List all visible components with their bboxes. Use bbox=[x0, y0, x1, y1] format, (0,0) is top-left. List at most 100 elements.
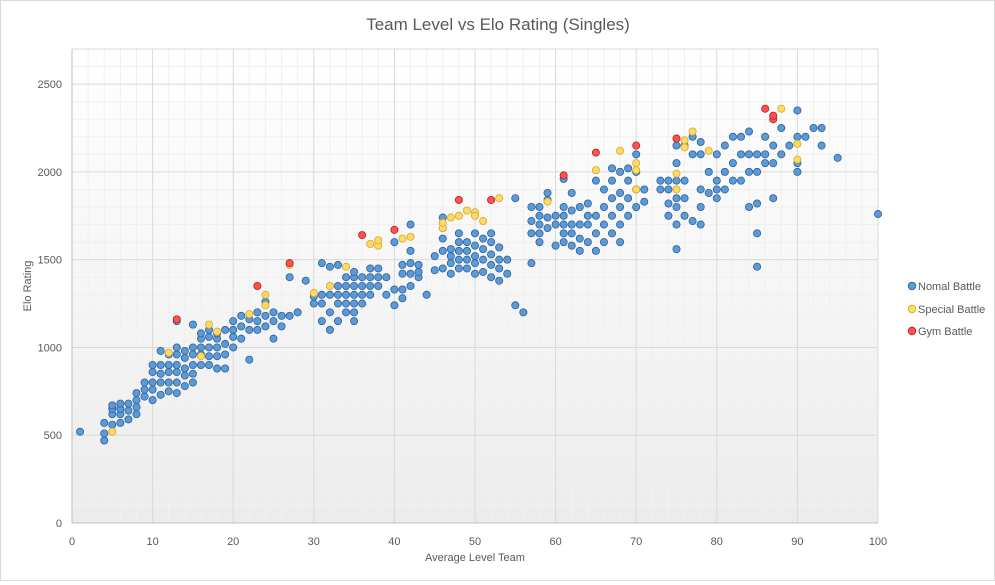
y-axis-title: Elo Rating bbox=[22, 261, 34, 312]
point-nomal-battle bbox=[140, 392, 149, 401]
point-nomal-battle bbox=[559, 220, 568, 229]
point-gym-battle bbox=[172, 315, 181, 324]
point-nomal-battle bbox=[350, 281, 359, 290]
x-tick-label: 0 bbox=[69, 536, 75, 548]
point-special-battle bbox=[680, 143, 689, 152]
point-special-battle bbox=[213, 327, 222, 336]
point-nomal-battle bbox=[350, 299, 359, 308]
point-nomal-battle bbox=[390, 238, 399, 247]
x-tick-label: 40 bbox=[388, 536, 400, 548]
point-nomal-battle bbox=[116, 399, 125, 408]
point-nomal-battle bbox=[664, 199, 673, 208]
point-nomal-battle bbox=[777, 150, 786, 159]
point-nomal-battle bbox=[616, 220, 625, 229]
chart-title: Team Level vs Elo Rating (Singles) bbox=[366, 15, 630, 34]
point-nomal-battle bbox=[245, 355, 254, 364]
point-nomal-battle bbox=[535, 229, 544, 238]
point-nomal-battle bbox=[374, 281, 383, 290]
point-nomal-battle bbox=[680, 211, 689, 220]
point-nomal-battle bbox=[745, 150, 754, 159]
point-nomal-battle bbox=[761, 132, 770, 141]
point-nomal-battle bbox=[535, 238, 544, 247]
point-nomal-battle bbox=[390, 301, 399, 310]
point-nomal-battle bbox=[495, 255, 504, 264]
point-nomal-battle bbox=[462, 264, 471, 273]
point-nomal-battle bbox=[140, 385, 149, 394]
point-nomal-battle bbox=[720, 185, 729, 194]
point-nomal-battle bbox=[406, 246, 415, 255]
legend-marker-special-battle bbox=[907, 304, 917, 314]
point-nomal-battle bbox=[640, 185, 649, 194]
point-special-battle bbox=[470, 211, 479, 220]
point-nomal-battle bbox=[213, 352, 222, 361]
point-nomal-battle bbox=[196, 329, 205, 338]
point-nomal-battle bbox=[624, 194, 633, 203]
point-nomal-battle bbox=[366, 273, 375, 282]
point-nomal-battle bbox=[728, 132, 737, 141]
point-nomal-battle bbox=[624, 164, 633, 173]
point-nomal-battle bbox=[470, 252, 479, 261]
point-nomal-battle bbox=[462, 246, 471, 255]
point-nomal-battle bbox=[608, 164, 617, 173]
point-nomal-battle bbox=[124, 399, 133, 408]
point-nomal-battle bbox=[632, 202, 641, 211]
point-nomal-battle bbox=[793, 167, 802, 176]
point-nomal-battle bbox=[285, 311, 294, 320]
point-special-battle bbox=[688, 127, 697, 136]
point-special-battle bbox=[406, 232, 415, 241]
point-nomal-battle bbox=[317, 259, 326, 268]
point-nomal-battle bbox=[100, 418, 109, 427]
point-nomal-battle bbox=[374, 273, 383, 282]
point-nomal-battle bbox=[124, 406, 133, 415]
point-nomal-battle bbox=[761, 150, 770, 159]
point-nomal-battle bbox=[487, 273, 496, 282]
point-nomal-battle bbox=[390, 285, 399, 294]
point-nomal-battle bbox=[575, 246, 584, 255]
point-nomal-battle bbox=[462, 238, 471, 247]
point-nomal-battle bbox=[833, 153, 842, 162]
point-special-battle bbox=[591, 166, 600, 175]
point-nomal-battle bbox=[470, 269, 479, 278]
point-nomal-battle bbox=[696, 138, 705, 147]
point-nomal-battle bbox=[527, 217, 536, 226]
point-nomal-battle bbox=[753, 262, 762, 271]
point-nomal-battle bbox=[616, 188, 625, 197]
point-nomal-battle bbox=[350, 267, 359, 276]
point-nomal-battle bbox=[245, 325, 254, 334]
point-nomal-battle bbox=[551, 220, 560, 229]
point-nomal-battle bbox=[140, 378, 149, 387]
point-nomal-battle bbox=[712, 185, 721, 194]
point-nomal-battle bbox=[325, 325, 334, 334]
point-nomal-battle bbox=[237, 322, 246, 331]
point-nomal-battle bbox=[736, 132, 745, 141]
point-nomal-battle bbox=[277, 322, 286, 331]
point-nomal-battle bbox=[132, 410, 141, 419]
y-tick-label: 2500 bbox=[38, 79, 62, 91]
point-nomal-battle bbox=[148, 396, 157, 405]
point-nomal-battle bbox=[696, 202, 705, 211]
point-nomal-battle bbox=[229, 343, 238, 352]
point-special-battle bbox=[632, 185, 641, 194]
point-nomal-battle bbox=[366, 281, 375, 290]
point-nomal-battle bbox=[172, 368, 181, 377]
point-nomal-battle bbox=[599, 238, 608, 247]
point-nomal-battle bbox=[164, 378, 173, 387]
point-nomal-battle bbox=[672, 194, 681, 203]
point-nomal-battle bbox=[470, 241, 479, 250]
point-special-battle bbox=[680, 136, 689, 145]
point-nomal-battle bbox=[680, 194, 689, 203]
point-nomal-battle bbox=[487, 229, 496, 238]
point-nomal-battle bbox=[769, 141, 778, 150]
point-special-battle bbox=[446, 213, 455, 222]
point-nomal-battle bbox=[317, 317, 326, 326]
point-nomal-battle bbox=[559, 211, 568, 220]
point-nomal-battle bbox=[672, 141, 681, 150]
point-nomal-battle bbox=[253, 325, 262, 334]
x-tick-labels: 0 10 20 30 40 50 60 70 80 90 100 bbox=[69, 536, 887, 548]
point-nomal-battle bbox=[317, 299, 326, 308]
point-nomal-battle bbox=[785, 141, 794, 150]
point-nomal-battle bbox=[116, 418, 125, 427]
point-nomal-battle bbox=[164, 360, 173, 369]
point-special-battle bbox=[245, 310, 254, 319]
